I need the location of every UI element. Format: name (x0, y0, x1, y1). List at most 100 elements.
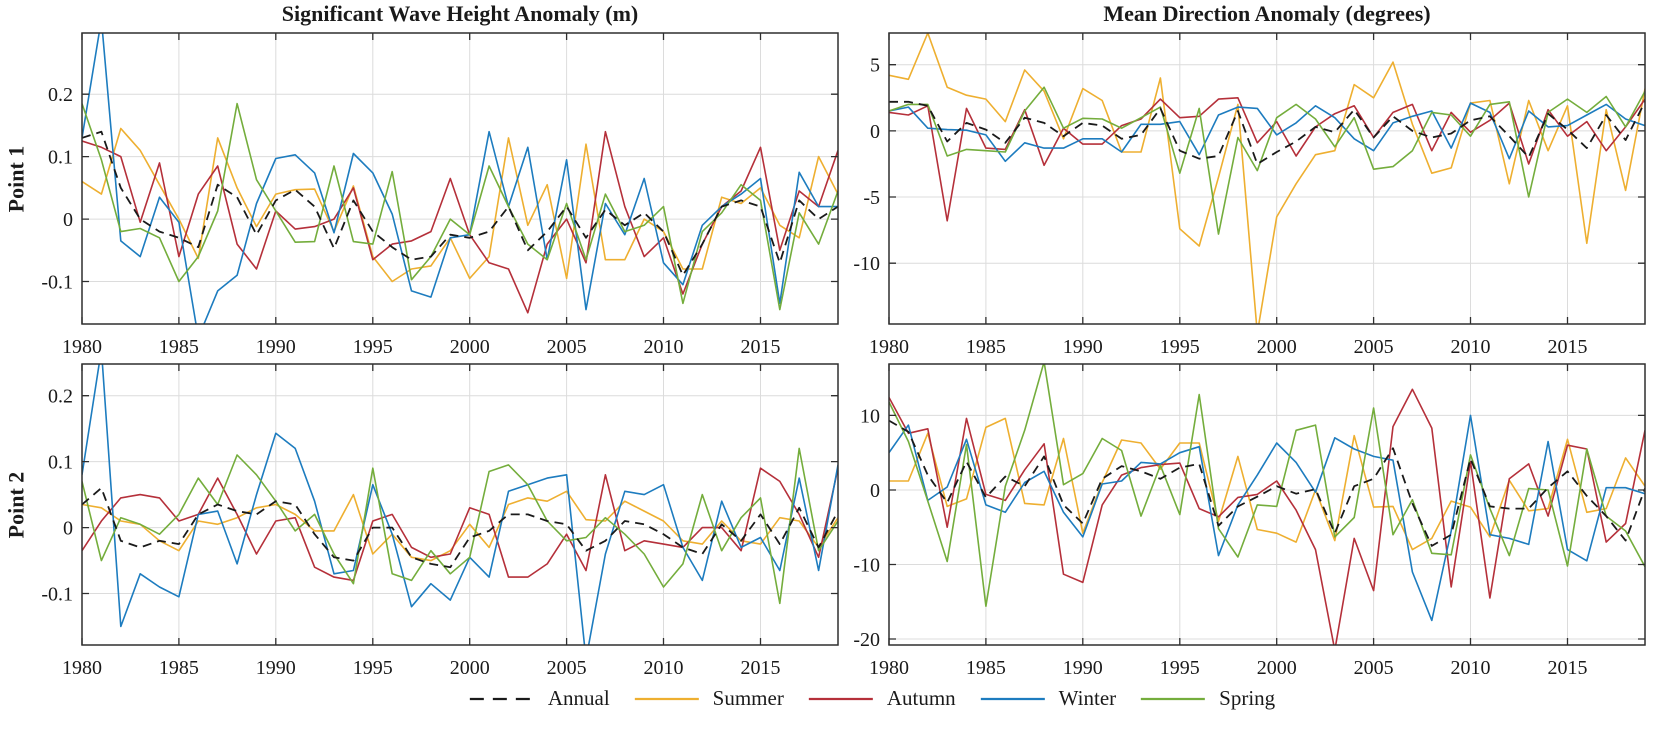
x-tick-label: 1980 (62, 657, 102, 679)
grid-lines (889, 33, 1645, 324)
axes-box (81, 32, 839, 325)
x-tick-label: 1990 (256, 336, 296, 358)
x-tick-label: 1985 (159, 657, 199, 679)
chart-point2-wave-height-anomaly-svg: 1980 1985 1990 1995 2000 2005 2010 2015 0.2 0.1 0 -… (41, 363, 839, 679)
y-tick-label: 0 (63, 518, 73, 540)
legend-label-winter: Winter (1058, 686, 1117, 710)
series-line-summer (82, 490, 838, 562)
x-tick-label: 2000 (1257, 336, 1297, 358)
x-tick-label: 2000 (450, 336, 490, 358)
axes-box (81, 363, 839, 646)
series-line-autumn (82, 130, 838, 314)
y-tick-label: -20 (853, 629, 880, 651)
y-tick-label: -0.1 (41, 584, 73, 606)
axes-box (888, 32, 1646, 325)
chart-point2-mean-direction-anomaly: 1980 1985 1990 1995 2000 2005 2010 2015 10 0 -10 -2… (827, 354, 1654, 693)
chart-title-mean-direction: Mean Direction Anomaly (degrees) (1103, 1, 1431, 26)
x-tick-label: 1990 (256, 657, 296, 679)
x-tick-label: 1985 (966, 657, 1006, 679)
y-tick-label: -10 (853, 253, 880, 275)
chart-point1-wave-height-anomaly-svg: 1980 1985 1990 1995 2000 2005 2010 2015 0.2 0.1 0 -… (41, 32, 839, 358)
x-tick-label: 2010 (1451, 657, 1491, 679)
series-line-summer (82, 127, 838, 283)
x-tick-label: 1995 (353, 657, 393, 679)
legend-item-autumn: Autumn (808, 686, 956, 711)
grid-lines (82, 364, 838, 645)
x-tick-label: 1995 (353, 336, 393, 358)
y-tick-label: 0.2 (48, 84, 73, 106)
x-tick-label: 2000 (450, 657, 490, 679)
legend-label-spring: Spring (1219, 686, 1276, 710)
chart-point1-mean-direction-anomaly: 1980 1985 1990 1995 2000 2005 2010 2015 5 0 -5 -10 (827, 23, 1654, 372)
series-line-autumn (889, 388, 1645, 645)
chart-point2-wave-height-anomaly: 1980 1985 1990 1995 2000 2005 2010 2015 0.2 0.1 0 -… (20, 354, 850, 693)
x-tick-label: 2015 (741, 657, 781, 679)
y-tick-label: -10 (853, 555, 880, 577)
series-line-autumn (889, 97, 1645, 222)
x-tick-label: 1990 (1063, 336, 1103, 358)
legend-label-annual: Annual (547, 686, 610, 710)
x-tick-label: 1980 (869, 657, 909, 679)
x-tick-label: 1980 (62, 336, 102, 358)
y-tick-label: 0.2 (48, 386, 73, 408)
x-tick-label: 1980 (869, 336, 909, 358)
series-line-spring (82, 102, 838, 311)
series-line-winter (889, 102, 1645, 163)
legend-line-spring (1141, 697, 1206, 700)
y-tick-label: -0.1 (41, 272, 73, 294)
legend-label-autumn: Autumn (886, 686, 956, 710)
x-tick-label: 2005 (547, 657, 587, 679)
legend-line-summer (634, 697, 699, 700)
x-tick-label: 2015 (741, 336, 781, 358)
x-tick-label: 2005 (1354, 336, 1394, 358)
series-line-annual (889, 419, 1645, 547)
tick-marks (888, 33, 1645, 324)
x-tick-label: 2010 (644, 657, 684, 679)
axes-box (888, 363, 1646, 646)
legend-item-winter: Winter (980, 686, 1116, 711)
legend: Annual Summer Autumn Winter Spring (469, 686, 1275, 711)
legend-line-annual (469, 697, 534, 700)
x-tick-label: 1995 (1160, 657, 1200, 679)
chart-point1-mean-direction-anomaly-svg: 1980 1985 1990 1995 2000 2005 2010 2015 5 0 -5 -10 (853, 32, 1646, 358)
legend-item-annual: Annual (469, 686, 610, 711)
series-line-winter (889, 414, 1645, 622)
y-tick-label: 0.1 (48, 452, 73, 474)
series-line-spring (889, 364, 1645, 607)
x-tick-label: 1985 (966, 336, 1006, 358)
series-line-winter (82, 364, 838, 645)
series-line-annual (889, 100, 1645, 165)
legend-item-summer: Summer (634, 686, 784, 711)
y-tick-label: 10 (860, 405, 880, 427)
series-line-annual (82, 487, 838, 569)
y-tick-label: 0 (870, 480, 880, 502)
tick-marks (81, 33, 838, 324)
y-tick-label: 5 (870, 55, 880, 77)
legend-item-spring: Spring (1140, 686, 1275, 711)
y-tick-label: -5 (863, 187, 880, 209)
grid-lines (82, 33, 838, 324)
x-tick-label: 2000 (1257, 657, 1297, 679)
series-line-winter (82, 33, 838, 324)
y-tick-label: 0 (63, 209, 73, 231)
series-line-spring (82, 447, 838, 605)
legend-line-autumn (808, 697, 873, 700)
x-tick-label: 2010 (644, 336, 684, 358)
x-tick-label: 1990 (1063, 657, 1103, 679)
series-line-annual (82, 130, 838, 277)
x-tick-label: 2005 (547, 336, 587, 358)
chart-point2-mean-direction-anomaly-svg: 1980 1985 1990 1995 2000 2005 2010 2015 10 0 -10 -2… (853, 363, 1646, 679)
tick-marks (888, 364, 1645, 645)
legend-label-summer: Summer (712, 686, 784, 710)
x-tick-label: 2005 (1354, 657, 1394, 679)
series-line-summer (889, 33, 1645, 324)
x-tick-label: 2010 (1451, 336, 1491, 358)
x-tick-label: 1985 (159, 336, 199, 358)
tick-marks (81, 364, 838, 645)
chart-point1-wave-height-anomaly: 1980 1985 1990 1995 2000 2005 2010 2015 0.2 0.1 0 -… (20, 23, 850, 372)
legend-line-winter (980, 697, 1045, 700)
y-tick-label: 0 (870, 121, 880, 143)
series-line-autumn (82, 467, 838, 582)
y-tick-label: 0.1 (48, 147, 73, 169)
